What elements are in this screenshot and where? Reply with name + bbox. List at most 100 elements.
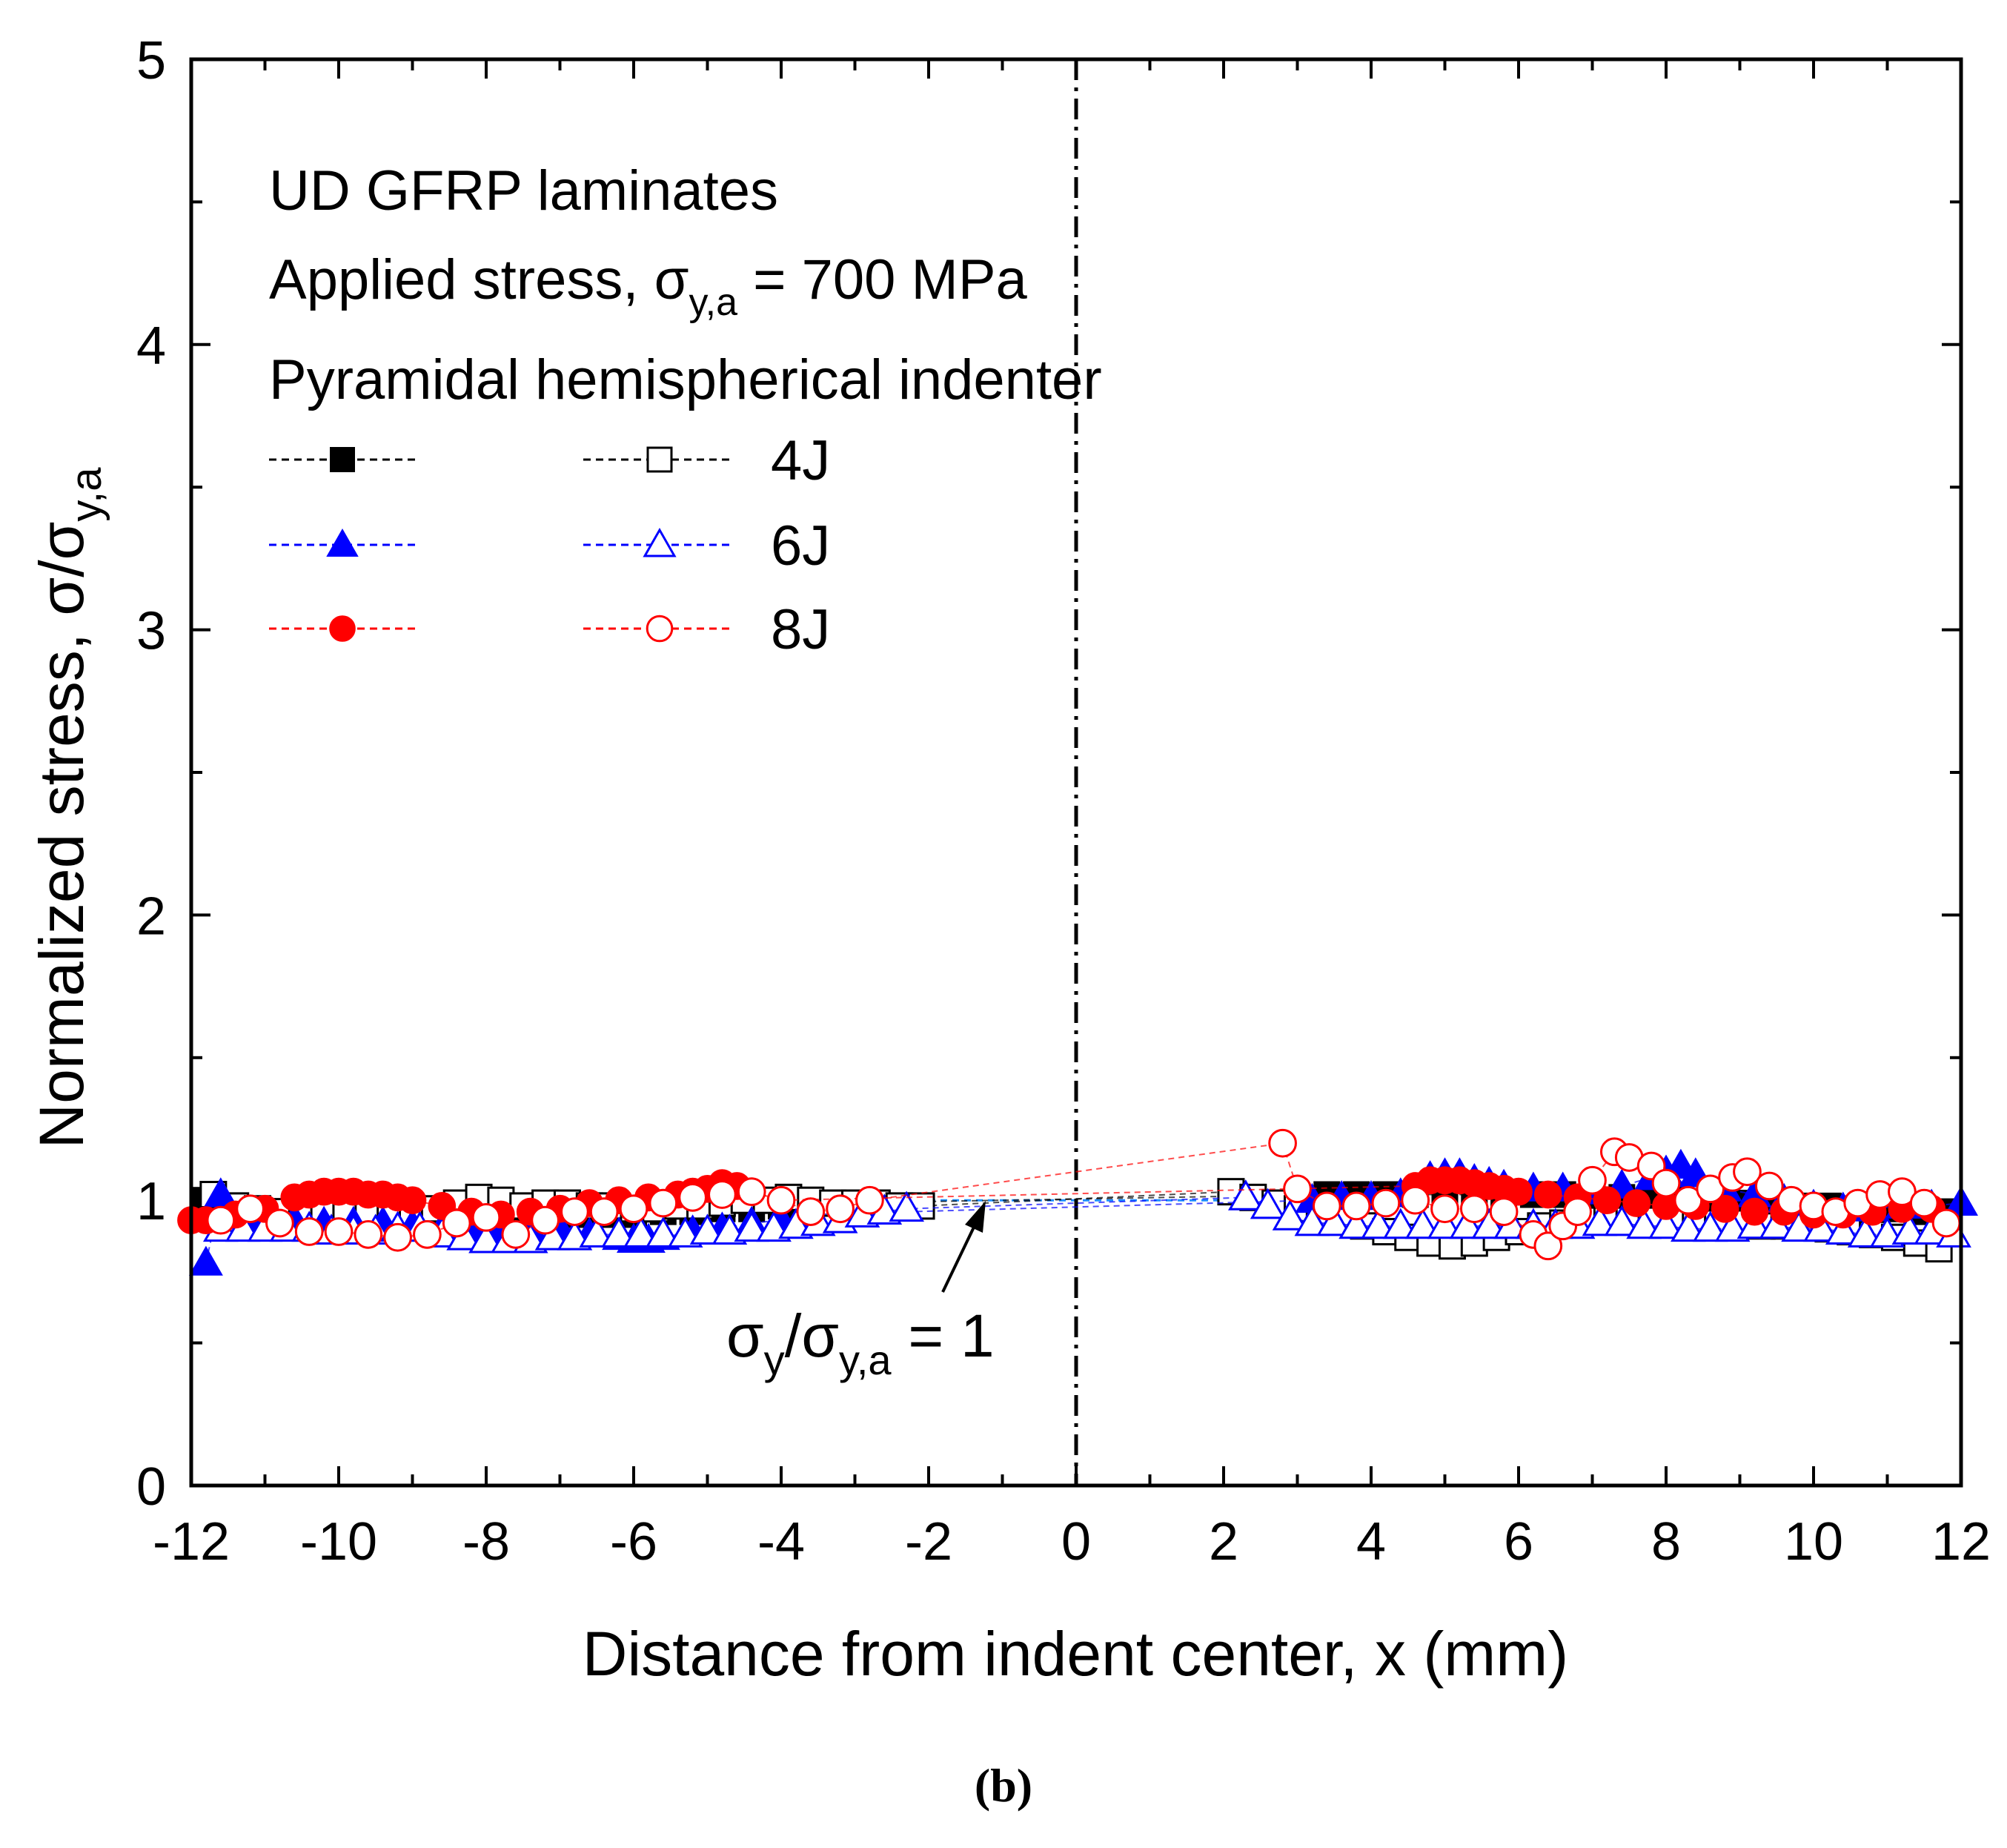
data-point — [1401, 1185, 1430, 1215]
data-point — [1825, 1213, 1861, 1245]
data-point — [1228, 1179, 1264, 1211]
data-point — [531, 1205, 560, 1235]
data-point — [889, 1190, 924, 1222]
data-point — [1648, 1208, 1684, 1239]
x-tick-labels: -12 -10 -8 -6 -4 -2 0 2 4 6 8 10 12 — [153, 1512, 1991, 1572]
data-point — [442, 1208, 471, 1238]
data-point — [265, 1208, 294, 1238]
data-point — [1626, 1208, 1662, 1239]
legend-entry-4j: 4J — [269, 429, 830, 492]
data-point — [383, 1222, 412, 1252]
data-point — [354, 1220, 383, 1249]
annotation-applied-stress-main: Applied stress, σ — [269, 248, 689, 311]
series-8j-open — [206, 1128, 1961, 1261]
data-point — [1888, 1177, 1917, 1207]
data-point — [1268, 1128, 1297, 1158]
data-point — [1338, 1208, 1374, 1239]
data-point — [1505, 1177, 1533, 1206]
data-point — [1696, 1174, 1725, 1204]
data-point — [1593, 1186, 1622, 1215]
data-point — [1489, 1197, 1519, 1226]
data-point — [1604, 1205, 1640, 1236]
reference-arrow-head — [965, 1201, 986, 1233]
y-tick-label: 0 — [136, 1457, 166, 1517]
reference-label-c: = 1 — [892, 1302, 995, 1370]
y-tick-label: 1 — [136, 1172, 166, 1231]
legend-marker-open — [646, 446, 673, 473]
data-point — [1578, 1165, 1607, 1195]
x-tick-label: -6 — [610, 1512, 657, 1572]
y-axis-title-main: Normalized stress, σ/σ — [27, 522, 96, 1149]
x-tick-label: 4 — [1356, 1512, 1386, 1572]
annotation-material: UD GFRP laminates — [269, 159, 778, 222]
data-point — [206, 1205, 236, 1235]
data-point — [1563, 1197, 1592, 1226]
x-tick-label: 8 — [1651, 1512, 1681, 1572]
x-tick-label: 12 — [1931, 1512, 1991, 1572]
reference-label-a: σ — [726, 1302, 764, 1370]
data-point — [398, 1186, 427, 1215]
x-tick-label: -10 — [300, 1512, 377, 1572]
data-point — [560, 1197, 589, 1226]
data-point — [1371, 1188, 1401, 1218]
x-tick-label: 2 — [1209, 1512, 1238, 1572]
x-tick-label: -8 — [462, 1512, 510, 1572]
data-point — [501, 1220, 531, 1249]
x-axis-title: Distance from indent center, x (mm) — [583, 1619, 1568, 1689]
data-point — [1582, 1205, 1618, 1236]
data-point — [236, 1194, 265, 1224]
legend-label: 8J — [771, 598, 830, 661]
data-point — [1382, 1208, 1419, 1239]
legend-marker-filled — [330, 447, 355, 472]
data-point — [1733, 1157, 1762, 1187]
reference-label-a-sub: y — [764, 1337, 785, 1383]
legend-marker-filled — [329, 615, 356, 642]
data-point — [1754, 1171, 1784, 1201]
y-tick-labels: 0 1 2 3 4 5 — [136, 31, 166, 1517]
data-point — [1891, 1213, 1928, 1245]
data-point — [1341, 1191, 1371, 1221]
legend-entry-6j: 6J — [269, 514, 830, 577]
x-tick-label: -4 — [757, 1512, 805, 1572]
data-point — [1361, 1208, 1396, 1239]
data-point — [1711, 1194, 1739, 1223]
data-point — [188, 1245, 223, 1276]
x-tick-label: -2 — [905, 1512, 952, 1572]
reference-label: σy/σy,a = 1 — [726, 1302, 995, 1383]
legend-marker-open — [646, 615, 674, 643]
data-point — [1294, 1205, 1330, 1236]
data-point — [737, 1177, 766, 1207]
data-point — [1847, 1216, 1883, 1248]
legend: 4J 6J 8J — [269, 429, 830, 661]
data-point — [1316, 1205, 1353, 1236]
data-point — [689, 1213, 726, 1245]
data-point — [1250, 1188, 1286, 1219]
data-point — [648, 1188, 678, 1218]
y-tick-label: 2 — [136, 887, 166, 946]
legend-marker-open — [643, 527, 677, 557]
y-axis-title-sub: y,a — [62, 467, 110, 522]
data-series — [177, 1128, 1978, 1276]
data-point — [1404, 1208, 1441, 1239]
data-point — [1272, 1199, 1308, 1231]
data-point — [734, 1211, 770, 1242]
legend-label: 4J — [771, 429, 830, 492]
data-point — [645, 1216, 681, 1248]
data-point — [324, 1217, 354, 1246]
data-point — [1931, 1208, 1961, 1238]
data-point — [294, 1217, 324, 1246]
data-point — [623, 1216, 659, 1248]
data-point — [1430, 1194, 1459, 1224]
annotation-applied-stress-sub: y,a — [689, 281, 737, 324]
panel-label: (b) — [975, 1759, 1032, 1812]
data-point — [1533, 1231, 1563, 1261]
legend-marker-filled — [326, 528, 359, 557]
data-point — [1671, 1211, 1706, 1242]
data-point — [708, 1180, 737, 1209]
data-point — [579, 1216, 615, 1248]
data-point — [1312, 1191, 1341, 1221]
data-point — [1427, 1208, 1463, 1239]
data-point — [1533, 1180, 1562, 1209]
